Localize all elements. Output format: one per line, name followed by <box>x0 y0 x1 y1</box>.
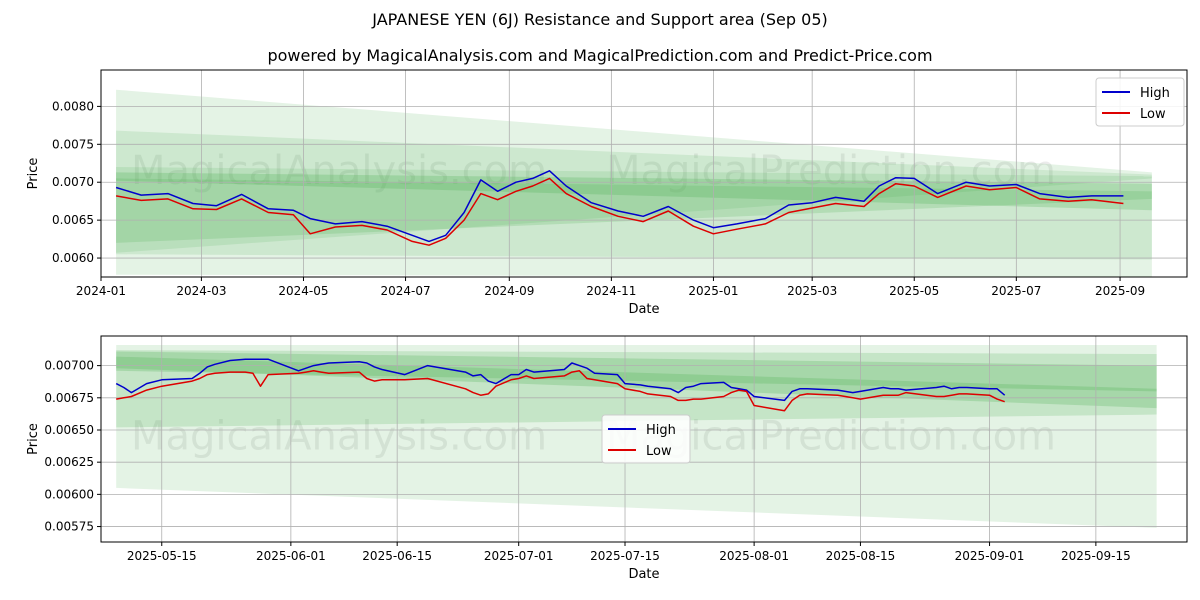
x-tick-label: 2024-03 <box>176 284 226 298</box>
x-tick-label: 2025-09 <box>1095 284 1145 298</box>
y-tick-label: 0.00625 <box>44 455 94 469</box>
x-tick-label: 2024-09 <box>484 284 534 298</box>
series-line-low <box>115 177 1124 246</box>
x-tick-label: 2025-06-15 <box>362 549 432 563</box>
x-tick-label: 2025-01 <box>688 284 738 298</box>
band-0 <box>116 89 1152 277</box>
x-tick-label: 2024-01 <box>76 284 126 298</box>
top-chart: MagicalAnalysis.com MagicalPrediction.com… <box>26 69 1188 317</box>
x-tick-label: 2024-05 <box>278 284 328 298</box>
x-tick-label: 2025-07 <box>991 284 1041 298</box>
y-tick-label: 0.00575 <box>44 520 94 534</box>
x-axis-label: Date <box>628 567 659 582</box>
y-tick-label: 0.0080 <box>52 99 94 113</box>
x-tick-label: 2025-07-15 <box>590 549 660 563</box>
series-line-low <box>116 370 1005 412</box>
band-4 <box>116 178 1152 243</box>
x-tick-label: 2025-08-01 <box>719 549 789 563</box>
plot-frame <box>100 69 1188 278</box>
y-tick-label: 0.0065 <box>52 213 94 227</box>
x-tick-label: 2025-03 <box>787 284 837 298</box>
legend: High Low <box>601 414 691 464</box>
legend-label-low: Low <box>646 444 672 459</box>
legend-label-low: Low <box>1140 107 1166 122</box>
chart-title: JAPANESE YEN (6J) Resistance and Support… <box>372 10 828 29</box>
y-axis-label: Price <box>26 423 41 455</box>
x-tick-label: 2025-06-01 <box>256 549 326 563</box>
chart-subtitle: powered by MagicalAnalysis.com and Magic… <box>267 46 933 65</box>
y-tick-label: 0.0070 <box>52 175 94 189</box>
x-tick-label: 2025-07-01 <box>484 549 554 563</box>
y-tick-label: 0.00600 <box>44 487 94 501</box>
x-tick-label: 2024-07 <box>380 284 430 298</box>
y-axis-label: Price <box>26 158 41 190</box>
legend-label-high: High <box>1140 86 1170 101</box>
watermark-analysis: MagicalAnalysis.com <box>131 413 547 459</box>
series-line-high <box>115 358 1006 402</box>
x-axis-label: Date <box>628 302 659 317</box>
series-line-high <box>115 170 1124 243</box>
band-2 <box>116 167 1152 253</box>
legend: High Low <box>1095 77 1185 127</box>
plot-area <box>101 70 1187 277</box>
y-tick-label: 0.0060 <box>52 251 94 265</box>
legend-label-high: High <box>646 423 676 438</box>
x-tick-label: 2025-05 <box>889 284 939 298</box>
watermark-prediction: MagicalPrediction.com <box>606 148 1056 194</box>
x-tick-label: 2025-09-15 <box>1061 549 1131 563</box>
x-tick-label: 2025-09-01 <box>955 549 1025 563</box>
y-tick-label: 0.00700 <box>44 359 94 373</box>
y-tick-label: 0.00675 <box>44 391 94 405</box>
y-tick-label: 0.0075 <box>52 137 94 151</box>
x-tick-label: 2024-11 <box>586 284 636 298</box>
y-tick-label: 0.00650 <box>44 423 94 437</box>
plot-frame <box>100 335 1188 543</box>
band-1 <box>116 350 1157 428</box>
x-tick-label: 2025-05-15 <box>127 549 197 563</box>
x-tick-label: 2025-08-15 <box>826 549 896 563</box>
